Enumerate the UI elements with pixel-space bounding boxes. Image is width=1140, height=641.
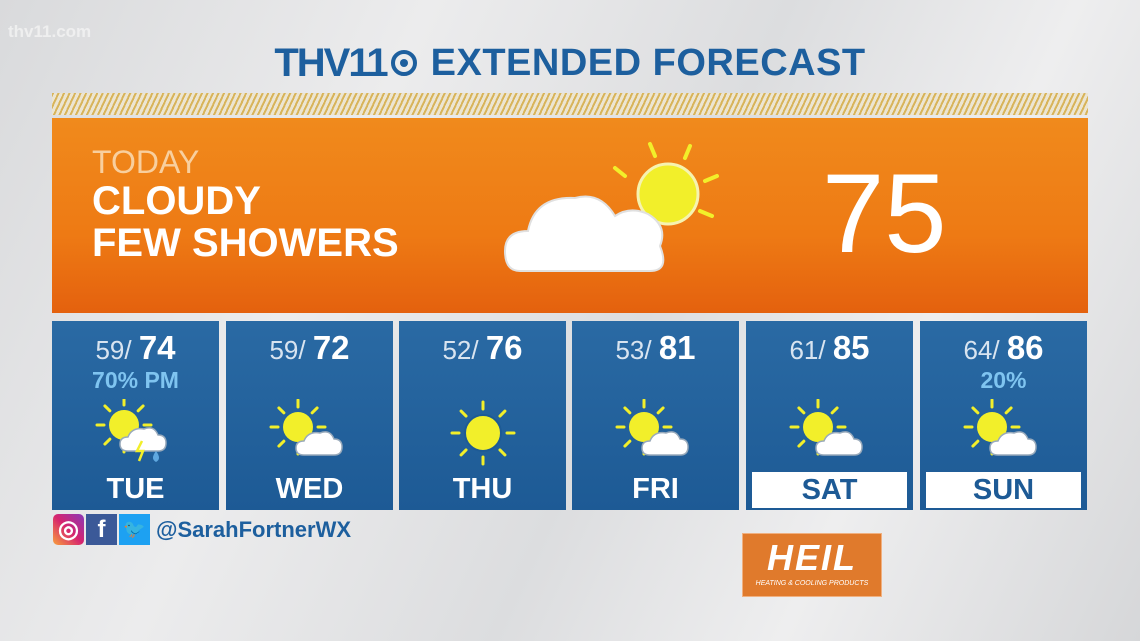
- partly-cloudy-icon: [615, 398, 689, 456]
- sponsor-name: HEIL: [766, 537, 857, 578]
- twitter-icon[interactable]: 🐦: [119, 514, 150, 545]
- temperatures: 53/ 81: [572, 329, 739, 367]
- day-label: FRI: [632, 473, 679, 505]
- day-label: THU: [452, 473, 513, 505]
- station-logo: THV11: [274, 40, 417, 86]
- partly-cloudy-icon: [789, 398, 863, 456]
- day-label: WED: [275, 473, 344, 505]
- temperatures: 59/ 72: [226, 329, 393, 367]
- precip-chance: 20%: [980, 367, 1027, 393]
- high-temp: 74: [138, 329, 176, 366]
- temp-separator: /: [471, 335, 486, 365]
- high-temp: 86: [1006, 329, 1044, 366]
- partly-cloudy-icon: [269, 398, 343, 456]
- page-title: EXTENDED FORECAST: [430, 41, 866, 84]
- temp-separator: /: [818, 335, 833, 365]
- temperatures: 52/ 76: [399, 329, 566, 367]
- social-bar: ◎ f 🐦 @SarahFortnerWX: [53, 514, 351, 545]
- condition-line2: FEW SHOWERS: [92, 221, 399, 265]
- day-label: SAT: [752, 472, 907, 508]
- temp-separator: /: [644, 335, 659, 365]
- weather-icon: [94, 396, 178, 474]
- temperatures: 64/ 86: [920, 329, 1087, 367]
- day-card-sat: 61/ 85 SAT: [746, 321, 913, 510]
- temp-separator: /: [298, 335, 313, 365]
- low-temp: 59: [95, 335, 125, 365]
- day-label: TUE: [106, 473, 165, 505]
- sponsor-logo: HEIL HEATING & COOLING PRODUCTS: [742, 533, 882, 597]
- instagram-icon[interactable]: ◎: [53, 514, 84, 545]
- today-label: TODAY: [92, 144, 200, 180]
- today-temperature: 75: [822, 151, 947, 276]
- low-temp: 53: [615, 335, 645, 365]
- low-temp: 52: [442, 335, 472, 365]
- sponsor-tagline: HEATING & COOLING PRODUCTS: [755, 580, 869, 587]
- day-card-fri: 53/ 81 FRI: [572, 321, 739, 510]
- partly-cloudy-icon: [503, 142, 719, 272]
- low-temp: 61: [789, 335, 819, 365]
- day-label: SUN: [926, 472, 1081, 508]
- logo-text: THV11: [274, 40, 388, 85]
- condition-line1: CLOUDY: [92, 179, 261, 223]
- temperatures: 59/ 74: [52, 329, 219, 367]
- temp-separator: /: [124, 335, 139, 365]
- day-card-thu: 52/ 76 THU: [399, 321, 566, 510]
- thunderstorm-icon: [95, 396, 167, 462]
- social-handle: @SarahFortnerWX: [156, 516, 352, 542]
- weather-icon: [268, 398, 352, 474]
- watermark: thv11.com: [8, 22, 92, 41]
- decorative-stripe: [52, 93, 1088, 115]
- weather-icon: [788, 398, 872, 474]
- day-card-sun: 64/ 86 20% SUN: [920, 321, 1087, 510]
- facebook-icon[interactable]: f: [86, 514, 117, 545]
- high-temp: 72: [312, 329, 350, 366]
- low-temp: 64: [963, 335, 993, 365]
- partly-cloudy-icon: [963, 398, 1037, 456]
- day-card-wed: 59/ 72 WED: [226, 321, 393, 510]
- temperatures: 61/ 85: [746, 329, 913, 367]
- header: THV11 EXTENDED FORECAST: [0, 40, 1140, 86]
- sunny-icon: [450, 400, 516, 466]
- day-card-tue: 59/ 74 70% PM TUE: [52, 321, 219, 510]
- weather-icon: [614, 398, 698, 474]
- low-temp: 59: [269, 335, 299, 365]
- today-condition: CLOUDY FEW SHOWERS: [92, 180, 399, 264]
- weather-icon: [441, 399, 525, 474]
- high-temp: 81: [658, 329, 696, 366]
- today-panel: TODAY CLOUDY FEW SHOWERS 75: [52, 118, 1088, 313]
- cbs-eye-icon: [390, 50, 417, 76]
- temp-separator: /: [992, 335, 1007, 365]
- high-temp: 85: [832, 329, 870, 366]
- weather-icon: [962, 398, 1046, 474]
- precip-chance: 70% PM: [92, 367, 179, 393]
- high-temp: 76: [485, 329, 523, 366]
